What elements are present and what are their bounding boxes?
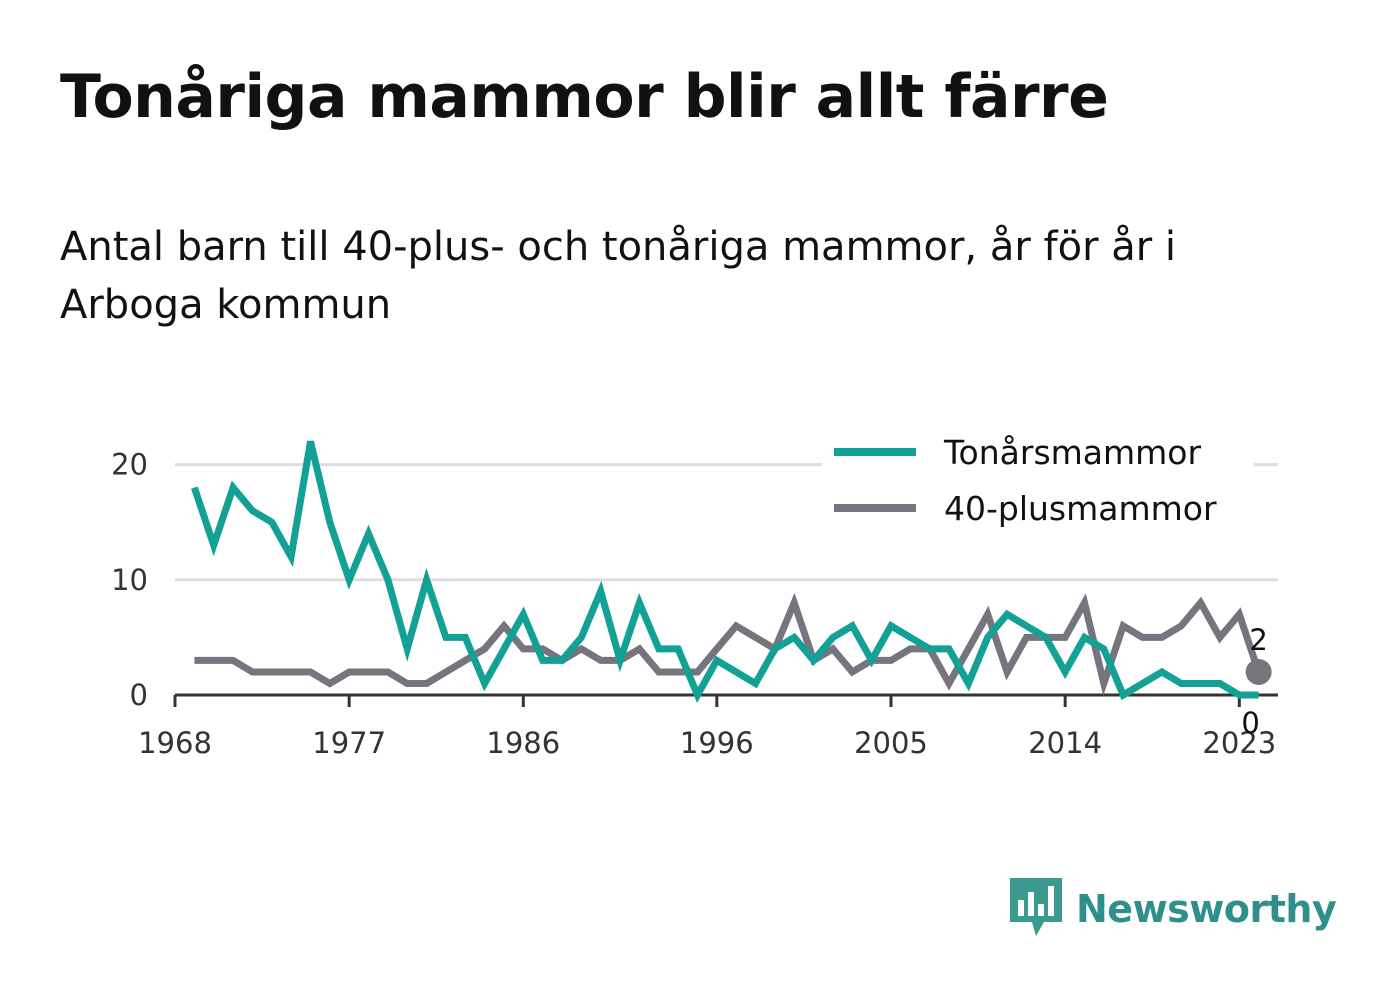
x-tick-label: 2014: [1028, 726, 1102, 760]
x-tick-label: 1986: [486, 726, 560, 760]
chart-subtitle: Antal barn till 40-plus- och tonåriga ma…: [60, 224, 1177, 328]
x-tick-label: 2005: [854, 726, 928, 760]
end-label-tonarsmammor: 0: [1241, 706, 1259, 740]
y-tick-label: 20: [111, 448, 148, 482]
y-tick-label: 10: [111, 563, 148, 597]
series-line-tonarsmammor: [191, 440, 1259, 703]
newsworthy-logo: Newsworthy: [1010, 878, 1337, 940]
legend-background: [822, 425, 1254, 545]
x-tick-label: 2023: [1202, 726, 1276, 760]
end-point-40-plusmammor: [1245, 658, 1272, 685]
x-tick-label: 1996: [680, 726, 754, 760]
legend: Tonårsmammor 40-plusmammor: [822, 425, 1254, 545]
x-tick-label: 1977: [312, 726, 386, 760]
legend-label-40-plusmammor: 40-plusmammor: [944, 489, 1217, 528]
x-tick-label: 1968: [138, 726, 212, 760]
x-axis-ticks: 1968 1977 1986 1996 2005 2014 2023: [138, 695, 1276, 760]
series-line-40-plusmammor: [194, 592, 1262, 697]
y-axis-ticks: 0 10 20: [111, 448, 148, 712]
series-lines: [191, 440, 1262, 703]
y-tick-label: 0: [130, 678, 148, 712]
end-markers: 2 0: [1241, 623, 1272, 740]
end-label-40-plusmammor: 2: [1249, 623, 1267, 657]
brand-name: Newsworthy: [1076, 887, 1337, 931]
chart-title: Tonåriga mammor blir allt färre: [60, 62, 1109, 132]
legend-label-tonarsmammor: Tonårsmammor: [943, 433, 1201, 472]
bar-chart-icon: [1010, 878, 1062, 936]
